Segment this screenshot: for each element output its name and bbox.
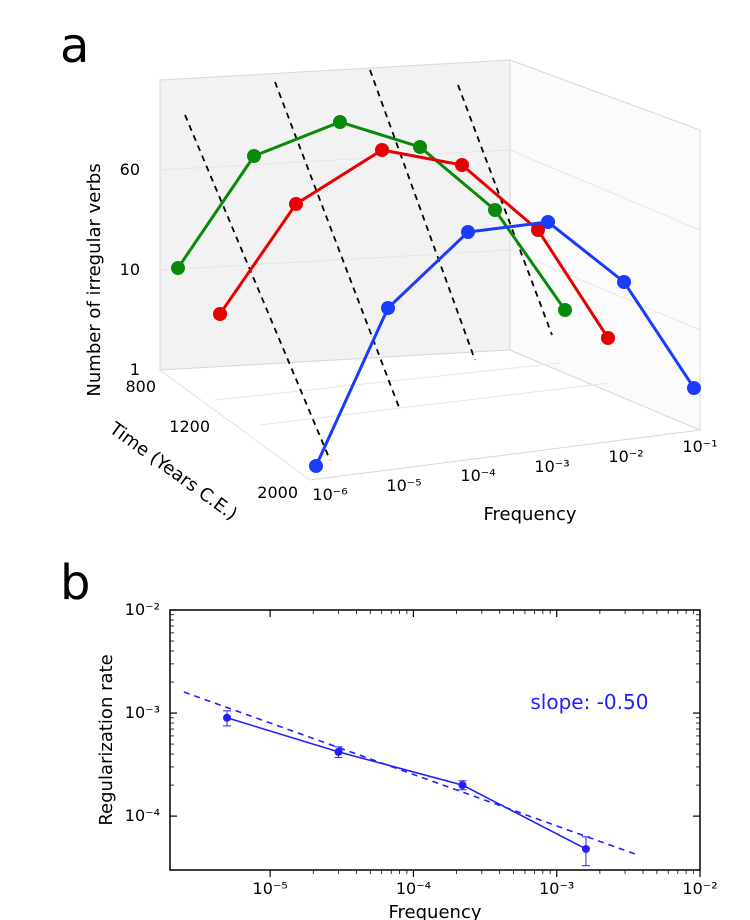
panel-b-chart: 10⁻⁵ 10⁻⁴ 10⁻³ 10⁻² 10⁻⁴ 10⁻³ 10⁻² Frequency Reg… — [0, 580, 750, 920]
svg-text:1200: 1200 — [169, 417, 210, 436]
svg-text:800: 800 — [125, 377, 156, 396]
svg-text:10⁻⁴: 10⁻⁴ — [460, 466, 495, 485]
panel-b-xlabel: Frequency — [389, 902, 482, 920]
svg-text:10⁻⁶: 10⁻⁶ — [312, 485, 347, 504]
panel-b-ytick: 10⁻⁴ — [125, 806, 160, 825]
fit-line — [184, 692, 635, 854]
series-regularization-rate — [227, 718, 586, 849]
panel-b-xtick: 10⁻² — [682, 879, 717, 898]
panel-b-frame — [170, 610, 700, 870]
panel-b-ytick: 10⁻³ — [125, 703, 160, 722]
panel-a-chart: 1 10 60 Number of irregular verbs 800 12… — [0, 0, 750, 540]
svg-text:10: 10 — [120, 260, 140, 279]
svg-text:60: 60 — [120, 160, 140, 179]
svg-text:10⁻⁵: 10⁻⁵ — [386, 476, 421, 495]
svg-text:2000: 2000 — [257, 483, 298, 502]
panel-b-xtick: 10⁻³ — [539, 879, 574, 898]
panel-b-ytick: 10⁻² — [125, 600, 160, 619]
svg-text:10⁻¹: 10⁻¹ — [682, 437, 717, 456]
data-point — [582, 845, 590, 853]
slope-annotation: slope: -0.50 — [530, 690, 648, 714]
data-point — [223, 714, 231, 722]
svg-text:10⁻³: 10⁻³ — [534, 457, 569, 476]
svg-text:10⁻²: 10⁻² — [608, 447, 643, 466]
panel-a-z-axis: 1 10 60 Number of irregular verbs — [84, 160, 140, 397]
panel-b-ylabel: Regularization rate — [96, 654, 117, 825]
panel-b-xtick: 10⁻⁵ — [253, 879, 288, 898]
svg-text:Frequency: Frequency — [484, 504, 577, 525]
panel-b-xtick: 10⁻⁴ — [396, 879, 431, 898]
svg-text:Number of irregular verbs: Number of irregular verbs — [84, 163, 105, 396]
data-point — [458, 781, 466, 789]
data-point — [335, 748, 343, 756]
